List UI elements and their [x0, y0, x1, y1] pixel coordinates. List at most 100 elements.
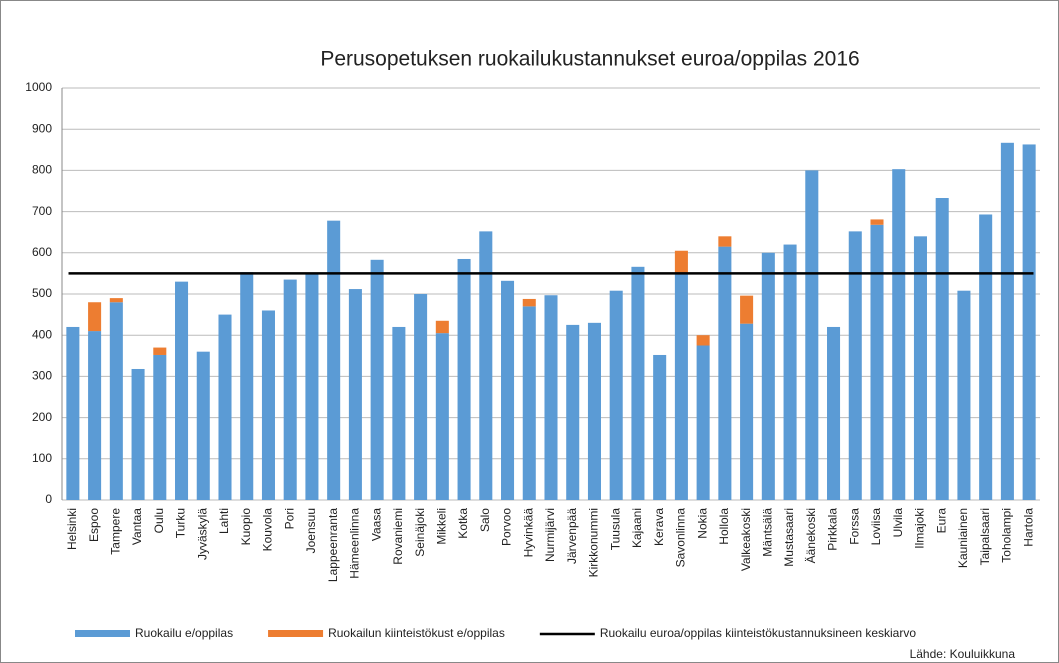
bar-segment: [783, 244, 797, 500]
x-tick-label: Savonlinna: [674, 508, 688, 568]
x-tick-label: Mikkeli: [435, 508, 449, 545]
bar-segment: [957, 290, 971, 500]
bar-segment: [501, 280, 515, 500]
legend-swatch: [268, 630, 324, 637]
bar-segment: [696, 345, 710, 500]
bar-segment: [196, 351, 210, 500]
bar-segment: [631, 266, 645, 500]
bar-segment: [892, 169, 906, 500]
bar-segment: [587, 322, 601, 500]
x-tick-label: Pori: [282, 508, 296, 529]
y-tick-label: 1000: [25, 80, 52, 94]
bar-segment: [827, 326, 841, 500]
bar-segment: [66, 326, 80, 500]
legend-label: Ruokailu euroa/oppilas kiinteistökustann…: [600, 626, 917, 640]
bar-segment: [544, 295, 558, 500]
x-tick-label: Mäntsälä: [761, 508, 775, 557]
bar-segment: [305, 274, 319, 500]
x-tick-label: Hollola: [717, 508, 731, 545]
x-tick-label: Eura: [934, 508, 948, 534]
bar-segment: [348, 289, 362, 500]
x-tick-label: Lappeenranta: [326, 508, 340, 582]
x-tick-label: Valkeakoski: [739, 508, 753, 571]
x-tick-label: Espoo: [87, 508, 101, 542]
x-tick-label: Taipalsaari: [978, 508, 992, 565]
bar-segment: [522, 298, 536, 307]
x-tick-label: Kuopio: [239, 508, 253, 546]
bar-segment: [479, 231, 493, 500]
bar-segment: [109, 298, 123, 303]
x-tick-label: Äänekoski: [804, 508, 818, 563]
bar-segment: [761, 252, 775, 500]
x-tick-label: Kirkkonummi: [587, 508, 601, 577]
x-tick-label: Toholampi: [1000, 508, 1014, 563]
x-tick-label: Nokia: [695, 508, 709, 539]
x-tick-label: Oulu: [152, 508, 166, 533]
x-tick-label: Jyväskylä: [195, 508, 209, 560]
x-tick-label: Loviisa: [869, 508, 883, 546]
legend-label: Ruokailun kiinteistökust e/oppilas: [328, 626, 505, 640]
x-tick-label: Salo: [478, 508, 492, 532]
bar-segment: [870, 224, 884, 500]
x-tick-label: Ilmajoki: [913, 508, 927, 549]
x-tick-label: Vaasa: [369, 508, 383, 541]
bar-segment: [740, 323, 754, 500]
bar-segment: [674, 273, 688, 500]
x-tick-label: Ulvila: [891, 508, 905, 538]
bar-segment: [261, 310, 275, 500]
bar-segment: [1022, 144, 1036, 500]
bar-segment: [175, 281, 189, 500]
bar-segment: [718, 246, 732, 500]
y-tick-label: 200: [32, 410, 52, 424]
bar-segment: [435, 333, 449, 500]
x-tick-label: Tampere: [109, 508, 123, 555]
bar-segment: [435, 320, 449, 334]
bar-segment: [913, 236, 927, 500]
bar-segment: [674, 250, 688, 274]
x-tick-label: Mustasaari: [782, 508, 796, 567]
bar-segment: [153, 347, 167, 355]
x-tick-label: Joensuu: [304, 508, 318, 553]
x-tick-label: Hyvinkää: [521, 508, 535, 558]
bar-segment: [131, 368, 145, 500]
bar-segment: [414, 294, 428, 500]
x-tick-label: Turku: [174, 508, 188, 538]
bar-segment: [653, 354, 667, 500]
y-tick-label: 700: [32, 204, 52, 218]
x-tick-label: Hartola: [1021, 508, 1035, 547]
bar-segment: [88, 331, 102, 500]
bar-segment: [718, 236, 732, 247]
legend-swatch: [75, 630, 130, 637]
x-tick-label: Järvenpää: [565, 508, 579, 564]
y-tick-label: 400: [32, 327, 52, 341]
bar-segment: [740, 295, 754, 324]
x-tick-label: Pirkkala: [826, 508, 840, 551]
x-tick-label: Kauniainen: [956, 508, 970, 568]
chart-title: Perusopetuksen ruokailukustannukset euro…: [320, 48, 859, 71]
x-tick-label: Tuusula: [608, 508, 622, 551]
bar-segment: [1000, 142, 1014, 500]
bar-segment: [457, 258, 471, 500]
bar-segment: [696, 335, 710, 346]
x-tick-label: Nurmijärvi: [543, 508, 557, 562]
bar-segment: [979, 214, 993, 500]
x-tick-label: Forssa: [847, 508, 861, 545]
bar-segment: [522, 306, 536, 500]
y-tick-label: 800: [32, 163, 52, 177]
bar-segment: [848, 231, 862, 500]
bar-segment: [327, 220, 341, 500]
y-tick-label: 900: [32, 121, 52, 135]
legend-label: Ruokailu e/oppilas: [135, 626, 233, 640]
y-tick-label: 0: [45, 492, 52, 506]
x-tick-label: Rovaniemi: [391, 508, 405, 565]
bar-segment: [218, 314, 232, 500]
y-tick-label: 500: [32, 286, 52, 300]
bar-segment: [566, 324, 580, 500]
x-tick-label: Lahti: [217, 508, 231, 534]
x-tick-label: Kouvola: [261, 508, 275, 552]
y-tick-label: 300: [32, 369, 52, 383]
bar-segment: [240, 272, 254, 500]
x-tick-label: Helsinki: [65, 508, 79, 550]
x-tick-label: Kotka: [456, 508, 470, 539]
